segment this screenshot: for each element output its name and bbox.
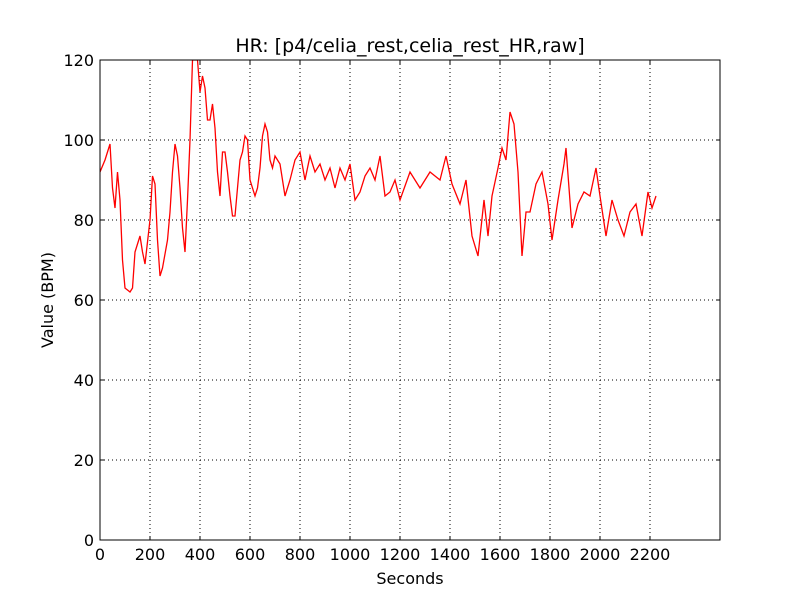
y-tick-label: 0 <box>84 531 94 550</box>
x-tick-label: 200 <box>135 545 166 564</box>
x-tick-label: 600 <box>235 545 266 564</box>
x-tick-label: 1800 <box>530 545 571 564</box>
data-line <box>100 60 657 293</box>
y-axis-label: Value (BPM) <box>38 252 57 348</box>
x-tick-label: 1000 <box>330 545 371 564</box>
x-tick-label: 1200 <box>380 545 421 564</box>
y-tick-label: 120 <box>63 51 94 70</box>
x-tick-label: 1400 <box>430 545 471 564</box>
y-tick-label: 20 <box>74 451 94 470</box>
x-tick-label: 400 <box>185 545 216 564</box>
chart-title: HR: [p4/celia_rest,celia_rest_HR,raw] <box>235 35 584 57</box>
x-axis-label: Seconds <box>376 569 443 588</box>
x-tick-label: 1600 <box>480 545 521 564</box>
x-tick-label: 2200 <box>630 545 671 564</box>
y-tick-label: 40 <box>74 371 94 390</box>
y-tick-label: 60 <box>74 291 94 310</box>
y-tick-label: 100 <box>63 131 94 150</box>
x-tick-label: 2000 <box>580 545 621 564</box>
y-tick-label: 80 <box>74 211 94 230</box>
x-tick-label: 800 <box>285 545 316 564</box>
x-tick-label: 0 <box>95 545 105 564</box>
